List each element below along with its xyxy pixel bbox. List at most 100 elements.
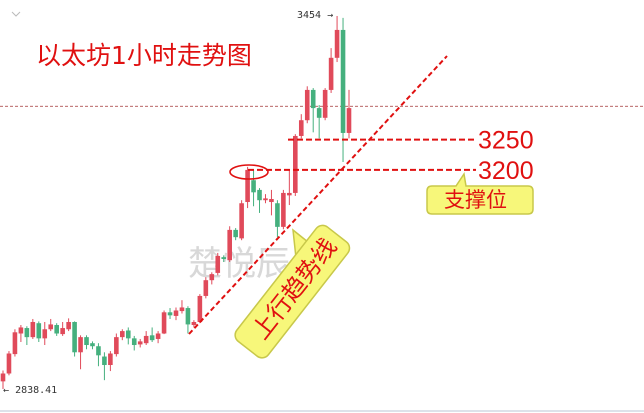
candle-body <box>108 353 113 366</box>
support-label-3200: 3200 <box>478 157 534 185</box>
candle-up <box>155 331 161 344</box>
candle-body <box>281 192 286 227</box>
candle-body <box>287 192 292 196</box>
candle-up <box>334 16 340 63</box>
candle-body <box>197 295 203 322</box>
candle-body <box>310 89 316 109</box>
candle-down <box>84 335 89 350</box>
candle-body <box>251 180 256 193</box>
candle-body <box>161 312 167 334</box>
candle-body <box>131 338 137 346</box>
candle-up <box>304 86 310 124</box>
candle-down <box>275 200 280 238</box>
candle-down <box>96 343 101 367</box>
candle-body <box>304 89 310 121</box>
uptrend-line <box>188 55 448 335</box>
candle-down <box>72 321 77 357</box>
candle-body <box>6 353 12 374</box>
candle-body <box>239 203 244 239</box>
candle-body <box>293 135 298 193</box>
candle-body <box>114 337 119 355</box>
candle-up <box>143 331 149 346</box>
candle-body <box>60 328 65 335</box>
candle-down <box>185 306 191 334</box>
candle-up <box>66 318 71 332</box>
candle-up <box>60 321 65 336</box>
candle-up <box>42 321 48 346</box>
candle-up <box>215 252 221 276</box>
candle-body <box>340 29 346 133</box>
candle-body <box>36 323 42 339</box>
watermark: 楚悦辰 <box>188 244 290 284</box>
candle-down <box>90 341 95 350</box>
candle-up <box>48 318 54 332</box>
chevron-down-icon[interactable] <box>11 11 21 17</box>
candle-up <box>197 294 203 324</box>
candle-up <box>287 169 292 206</box>
candle-body <box>48 324 54 330</box>
support-callout-text: 支撑位 <box>444 188 507 212</box>
candle-up <box>263 194 268 204</box>
support-label-3250: 3250 <box>478 127 534 155</box>
highlight-ellipse <box>229 164 269 180</box>
candle-body <box>66 321 71 330</box>
candle-body <box>322 89 328 118</box>
candle-body <box>72 321 77 353</box>
candle-up <box>239 200 244 241</box>
candle-up <box>269 189 274 216</box>
candle-body <box>203 280 209 296</box>
candle-down <box>131 335 137 351</box>
candle-down <box>257 188 262 213</box>
candle-up <box>137 338 143 348</box>
candle-down <box>125 327 131 345</box>
support-callout: 支撑位 <box>426 172 534 215</box>
candle-body <box>215 255 221 273</box>
candle-body <box>125 330 131 339</box>
low-value: 2838.41 <box>15 385 57 396</box>
candle-body <box>90 343 95 347</box>
candle-up <box>209 272 215 285</box>
chart-title: 以太坊1小时走势图 <box>36 41 252 70</box>
candle-up <box>227 226 232 263</box>
candles <box>0 16 352 389</box>
candle-body <box>346 108 352 133</box>
candle-body <box>18 327 24 334</box>
candle-down <box>310 88 316 133</box>
candle-body <box>0 373 6 382</box>
candle-up <box>78 335 83 370</box>
candle-down <box>221 255 227 263</box>
candle-body <box>316 108 322 118</box>
candle-body <box>149 335 155 341</box>
trendline-callout: 上行趋势线 <box>234 224 351 359</box>
candle-down <box>24 326 30 346</box>
candle-up <box>203 277 209 299</box>
candle-up <box>281 189 286 230</box>
candle-body <box>84 337 89 346</box>
candle-body <box>167 312 173 316</box>
candle-down <box>251 169 256 207</box>
arrow-left-icon: ← <box>3 385 9 396</box>
candle-body <box>257 189 262 201</box>
candle-body <box>24 328 30 338</box>
candle-up <box>6 351 12 376</box>
candle-down <box>36 321 42 342</box>
candle-down <box>316 105 322 139</box>
candle-up <box>108 351 113 372</box>
candle-up <box>173 307 179 321</box>
candle-up <box>0 370 6 389</box>
high-value: 3454 <box>297 10 321 21</box>
low-label: ← 2838.41 <box>3 385 57 396</box>
candle-body <box>269 198 274 203</box>
candle-up <box>245 166 250 209</box>
candle-body <box>221 257 227 259</box>
candle-down <box>54 323 59 336</box>
candle-body <box>78 337 83 353</box>
candle-up <box>18 325 24 342</box>
candle-body <box>328 57 334 90</box>
candle-body <box>227 229 232 261</box>
candle-up <box>322 88 328 121</box>
candle-up <box>161 310 167 335</box>
candle-down <box>340 17 346 163</box>
candle-body <box>173 310 179 316</box>
